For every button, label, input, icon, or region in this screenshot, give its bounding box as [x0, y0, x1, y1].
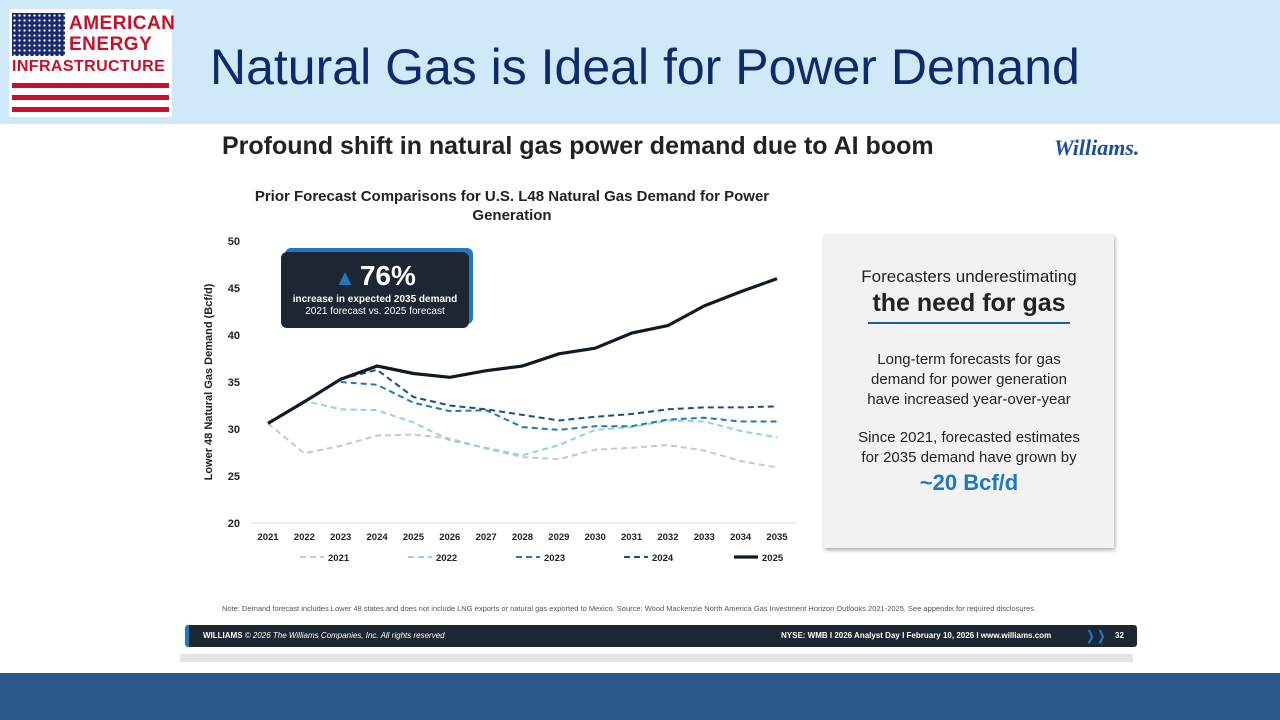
- y-tick-label: 50: [228, 236, 240, 248]
- slide-title: Natural Gas is Ideal for Power Demand: [210, 39, 1080, 95]
- x-tick-label: 2033: [694, 532, 715, 543]
- footer-shadow: [180, 654, 1133, 662]
- title-band: [0, 0, 1280, 124]
- insight-paragraph-2: Since 2021, forecasted estimates for 203…: [858, 429, 1080, 466]
- williams-logo: Williams.: [1054, 135, 1140, 160]
- callout-sublabel: 2021 forecast vs. 2025 forecast: [305, 306, 445, 317]
- logo-line-1: AMERICAN: [69, 13, 176, 34]
- x-tick-label: 2035: [766, 532, 788, 543]
- source-note: Note: Demand forecast includes Lower 48 …: [222, 604, 1037, 613]
- y-tick-label: 20: [228, 518, 240, 530]
- footer-company: WILLIAMS: [203, 631, 243, 640]
- y-tick-label: 25: [228, 471, 240, 483]
- insight-panel: Forecasters underestimating the need for…: [824, 235, 1114, 548]
- flag-icon: [12, 13, 65, 56]
- chart-title: Prior Forecast Comparisons for U.S. L48 …: [254, 188, 770, 224]
- bottom-band: [0, 673, 1280, 720]
- x-tick-label: 2032: [657, 532, 678, 543]
- x-tick-label: 2027: [476, 532, 497, 543]
- logo-stripe: [12, 107, 169, 112]
- logo-line-3: INFRASTRUCTURE: [12, 58, 166, 75]
- logo-line-2: ENERGY: [69, 34, 153, 55]
- legend-label: 2023: [544, 553, 565, 564]
- legend-label: 2025: [762, 553, 784, 564]
- legend-label: 2022: [436, 553, 457, 564]
- series-line-2023: [340, 381, 777, 431]
- insight-heading: Forecasters underestimating: [861, 267, 1077, 286]
- x-tick-label: 2021: [257, 532, 279, 543]
- insight-highlight: ~20 Bcf/d: [919, 470, 1019, 495]
- chevron-right-icon: ❭❭: [1085, 628, 1107, 643]
- logo-stripe: [12, 83, 169, 88]
- x-tick-label: 2031: [621, 532, 643, 543]
- x-tick-label: 2025: [403, 532, 425, 543]
- slide-footer: WILLIAMS © 2026 The Williams Companies, …: [185, 625, 1137, 647]
- series-line-2024: [340, 368, 778, 422]
- y-tick-label: 40: [228, 330, 240, 342]
- series-line-2021: [267, 422, 778, 469]
- slide-subtitle: Profound shift in natural gas power dema…: [222, 132, 934, 160]
- x-tick-label: 2030: [585, 532, 606, 543]
- callout-label: increase in expected 2035 demand: [292, 294, 458, 305]
- insight-heading-emphasis: the need for gas: [868, 289, 1070, 324]
- series-line-2022: [267, 399, 778, 457]
- x-tick-label: 2024: [367, 532, 389, 543]
- footer-details: NYSE: WMB I 2026 Analyst Day I February …: [781, 631, 1052, 640]
- page-number: 32: [1115, 631, 1124, 640]
- x-tick-label: 2028: [512, 532, 533, 543]
- legend-label: 2021: [328, 553, 350, 564]
- logo-stripe: [12, 95, 169, 100]
- x-tick-label: 2029: [548, 532, 569, 543]
- x-tick-label: 2022: [294, 532, 315, 543]
- y-tick-label: 35: [228, 377, 240, 389]
- x-tick-label: 2026: [439, 532, 460, 543]
- callout-value: 76%: [359, 260, 416, 291]
- footer-copyright: © 2026 The Williams Companies, Inc. All …: [242, 631, 445, 640]
- american-energy-logo: AMERICAN ENERGY INFRASTRUCTURE: [9, 9, 176, 117]
- y-tick-label: 45: [228, 283, 240, 295]
- legend-label: 2024: [652, 553, 674, 564]
- x-tick-label: 2023: [330, 532, 351, 543]
- triangle-up-icon: ▲: [334, 265, 356, 290]
- y-axis-label: Lower 48 Natural Gas Demand (Bcf/d): [203, 283, 215, 480]
- insight-paragraph-1: Long-term forecasts for gas demand for p…: [867, 351, 1071, 408]
- series-line-2025: [267, 277, 778, 425]
- increase-callout: ▲ 76% increase in expected 2035 demand 20…: [281, 252, 469, 328]
- x-tick-label: 2034: [730, 532, 752, 543]
- y-tick-label: 30: [228, 424, 240, 436]
